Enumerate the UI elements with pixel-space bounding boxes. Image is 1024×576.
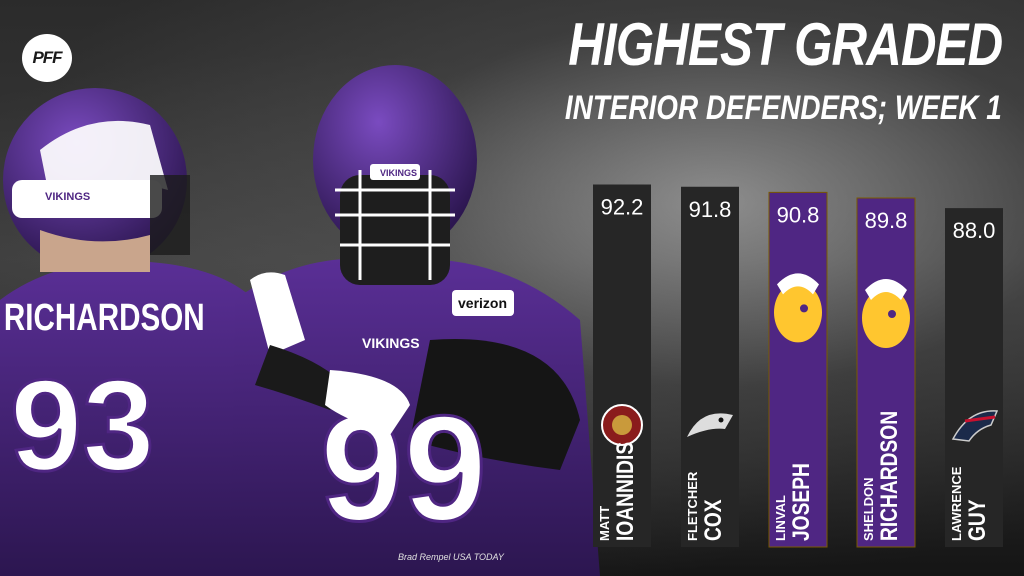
bar-first-name-label: LINVAL bbox=[773, 495, 788, 541]
chart-subtitle: INTERIOR DEFENDERS; WEEK 1 bbox=[565, 89, 1002, 127]
svg-text:VIKINGS: VIKINGS bbox=[362, 335, 420, 351]
bar-last-name-label: JOSEPH bbox=[787, 463, 815, 541]
patriots-logo-icon bbox=[951, 410, 999, 442]
bar bbox=[856, 197, 916, 548]
pff-logo: PFF bbox=[22, 34, 72, 82]
svg-text:VIKINGS: VIKINGS bbox=[45, 191, 90, 203]
svg-text:VIKINGS: VIKINGS bbox=[380, 168, 417, 178]
chart-title: HIGHEST GRADED bbox=[567, 11, 1003, 78]
bar-last-name-label: GUY bbox=[963, 499, 991, 541]
bar-first-name-label: LAWRENCE bbox=[949, 466, 964, 541]
bar-first-name-label: MATT bbox=[597, 506, 612, 541]
vikings-logo-icon bbox=[774, 273, 822, 343]
bar-last-name-label: COX bbox=[699, 499, 727, 541]
bar-last-name-label: RICHARDSON bbox=[875, 411, 903, 541]
bar bbox=[768, 191, 828, 548]
bar bbox=[945, 208, 1003, 547]
svg-text:93: 93 bbox=[10, 352, 155, 498]
redskins-logo-icon bbox=[601, 404, 643, 446]
player-photo: VIKINGS RICHARDSON 93 VIKINGS verizon VI… bbox=[0, 65, 600, 576]
bar-value-label: 89.8 bbox=[865, 208, 908, 233]
svg-text:verizon: verizon bbox=[458, 295, 507, 311]
bar-value-label: 90.8 bbox=[777, 202, 820, 227]
bar-value-label: 91.8 bbox=[689, 197, 732, 222]
bar-first-name-label: FLETCHER bbox=[685, 471, 700, 541]
bar-first-name-label: SHELDON bbox=[861, 477, 876, 541]
eagles-logo-icon bbox=[687, 413, 733, 437]
photo-credit: Brad Rempel USA TODAY bbox=[398, 552, 504, 562]
svg-text:RICHARDSON: RICHARDSON bbox=[4, 297, 205, 339]
bar-value-label: 92.2 bbox=[601, 195, 644, 220]
bar bbox=[681, 186, 739, 547]
bar-last-name-label: IOANNIDIS bbox=[611, 442, 639, 541]
bar-value-label: 88.0 bbox=[953, 218, 996, 243]
bar bbox=[593, 184, 651, 547]
vikings-logo-icon bbox=[862, 279, 910, 348]
